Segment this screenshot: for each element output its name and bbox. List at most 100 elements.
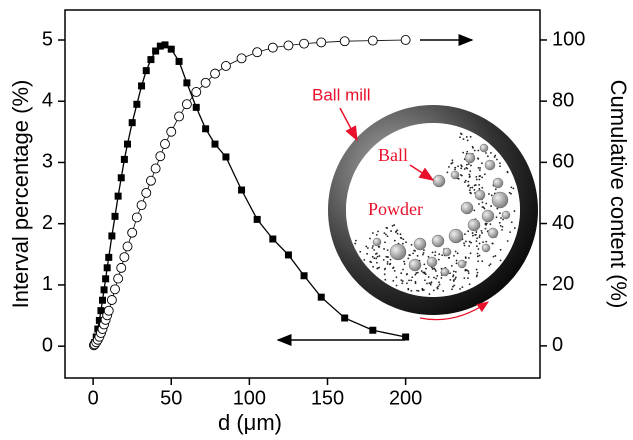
powder-dot [363,259,366,261]
powder-dot [478,203,480,205]
powder-dot [454,271,457,273]
powder-dot [409,254,411,257]
powder-dot [423,263,426,266]
marker [124,140,131,148]
powder-dot [463,181,466,184]
powder-dot [396,232,399,235]
powder-dot [400,279,403,282]
ball [474,189,486,201]
marker [236,53,247,64]
marker [122,241,133,252]
powder-dot [382,258,385,261]
powder-dot [469,135,472,138]
powder-dot [392,267,394,270]
powder-dot [441,254,444,257]
powder-dot [451,159,454,162]
powder-dot [433,276,435,279]
marker [316,37,327,48]
marker [283,40,294,51]
powder-dot [464,179,467,182]
powder-dot [416,271,419,274]
powder-dot [437,258,440,261]
powder-dot [416,289,418,292]
y2-tick-label: 100 [552,28,585,50]
powder-dot [499,212,501,215]
powder-dot [454,278,457,280]
marker [341,314,349,322]
marker [105,253,113,261]
powder-dot [423,271,426,274]
powder-dot [469,186,472,189]
powder-dot [436,275,439,277]
marker [128,119,136,127]
powder-dot [378,266,381,269]
powder-dot [469,170,472,172]
powder-dot [501,225,504,228]
powder-dot [434,251,437,253]
powder-dot [462,151,465,154]
y-tick-label: 2 [42,212,53,234]
powder-dot [433,289,435,292]
powder-dot [506,240,509,242]
marker [222,153,230,161]
marker [133,100,141,108]
powder-dot [423,249,425,252]
marker [103,264,111,272]
powder-dot [482,206,485,209]
mill-ring [328,105,538,315]
powder-dot [500,217,502,219]
powder-dot [431,251,434,254]
powder-dot [372,265,375,268]
marker [238,186,246,194]
ball [426,256,438,268]
marker [300,272,308,280]
powder-dot [494,188,497,191]
y-tick-label: 4 [42,90,53,112]
ball [448,228,464,244]
annotation-arrow [339,107,358,142]
powder-dot [403,263,406,265]
powder-dot [355,239,357,242]
powder-dot [456,252,459,255]
powder-dot [434,254,436,257]
powder-dot [391,224,394,227]
powder-dot [473,209,476,212]
powder-dot [395,284,398,287]
ball [492,177,504,189]
powder-dot [366,247,369,249]
powder-dot [510,221,513,224]
y2-tick-label: 20 [552,273,574,295]
marker [160,139,170,149]
y-axis-label: Interval percentage (%) [8,80,33,309]
marker [117,174,125,182]
powder-dot [484,227,487,230]
powder-dot [371,232,374,234]
powder-dot [420,270,423,272]
powder-dot [405,241,407,244]
x-tick-label: 200 [389,387,422,409]
powder-dot [468,240,471,243]
powder-dot [508,191,511,194]
powder-dot [386,227,389,229]
powder-dot [394,231,397,233]
powder-dot [448,166,450,168]
powder-dot [493,156,496,158]
powder-dot [481,162,483,165]
mill-interior [346,123,520,297]
y-tick-label: 5 [42,28,53,50]
powder-dot [414,282,417,285]
powder-dot [447,257,450,259]
ball [413,237,427,251]
powder-dot [410,243,413,246]
powder-dot [481,232,483,234]
powder-dot [434,270,437,272]
y-tick-label: 3 [42,151,53,173]
powder-dot [393,269,396,272]
powder-dot [399,233,402,236]
marker [200,77,211,88]
marker [339,36,350,47]
powder-dot [449,279,452,281]
marker [192,103,200,111]
powder-dot [485,152,487,154]
powder-dot [485,202,488,205]
